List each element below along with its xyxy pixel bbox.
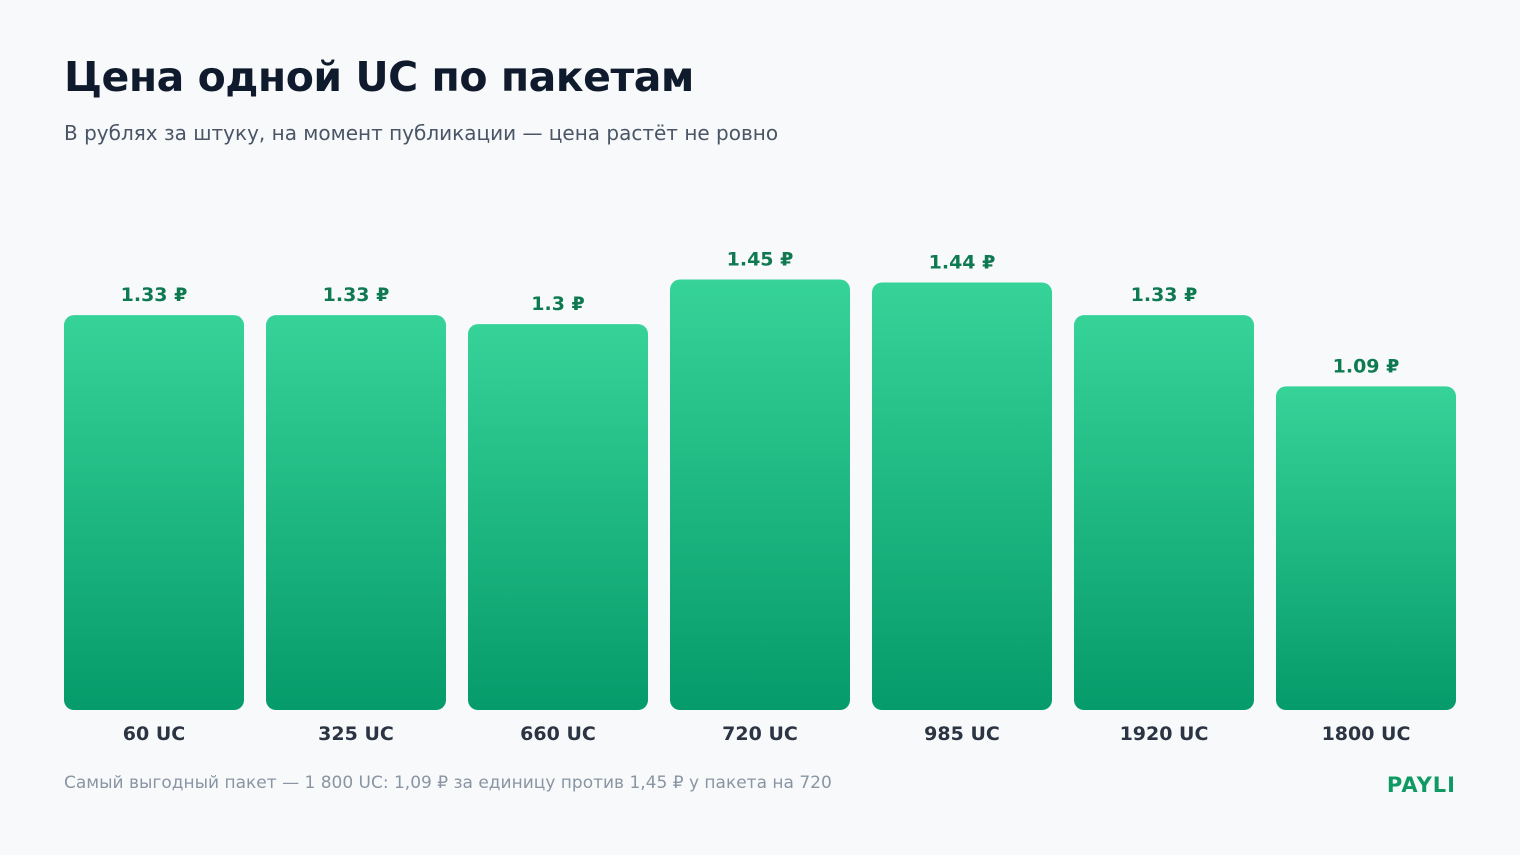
page-subtitle: В рублях за штуку, на момент публикации … — [64, 121, 779, 145]
category-label-6: 1920 UC — [1120, 723, 1209, 745]
value-label-1: 1.33 ₽ — [121, 284, 188, 306]
footnote: Самый выгодный пакет — 1 800 UC: 1,09 ₽ … — [64, 773, 832, 793]
value-labels-group: 1.33 ₽ 1.33 ₽ 1.3 ₽ 1.45 ₽ 1.44 ₽ 1.33 ₽ 1.09 … — [121, 249, 1400, 378]
category-label-1: 60 UC — [123, 723, 185, 745]
value-label-5: 1.44 ₽ — [929, 252, 996, 274]
category-labels-group: 60 UC 325 UC 660 UC 720 UC 985 UC 1920 UC 1800… — [123, 723, 1411, 745]
category-label-4: 720 UC — [722, 723, 798, 745]
bar-6 — [1074, 315, 1254, 710]
brand-logo: PAYLI — [1386, 773, 1456, 797]
bars-group — [64, 279, 1456, 710]
value-label-4: 1.45 ₽ — [727, 249, 794, 271]
value-label-7: 1.09 ₽ — [1333, 355, 1400, 377]
page-title: Цена одной UC по пакетам — [64, 53, 694, 101]
category-label-7: 1800 UC — [1322, 723, 1411, 745]
category-label-2: 325 UC — [318, 723, 394, 745]
bar-7 — [1276, 386, 1456, 710]
bar-1 — [64, 315, 244, 710]
bar-2 — [266, 315, 446, 710]
bar-4 — [670, 279, 850, 710]
value-label-6: 1.33 ₽ — [1131, 284, 1198, 306]
category-label-5: 985 UC — [924, 723, 1000, 745]
category-label-3: 660 UC — [520, 723, 596, 745]
bar-5 — [872, 282, 1052, 710]
value-label-3: 1.3 ₽ — [531, 293, 585, 315]
bar-3 — [468, 324, 648, 710]
value-label-2: 1.33 ₽ — [323, 284, 390, 306]
